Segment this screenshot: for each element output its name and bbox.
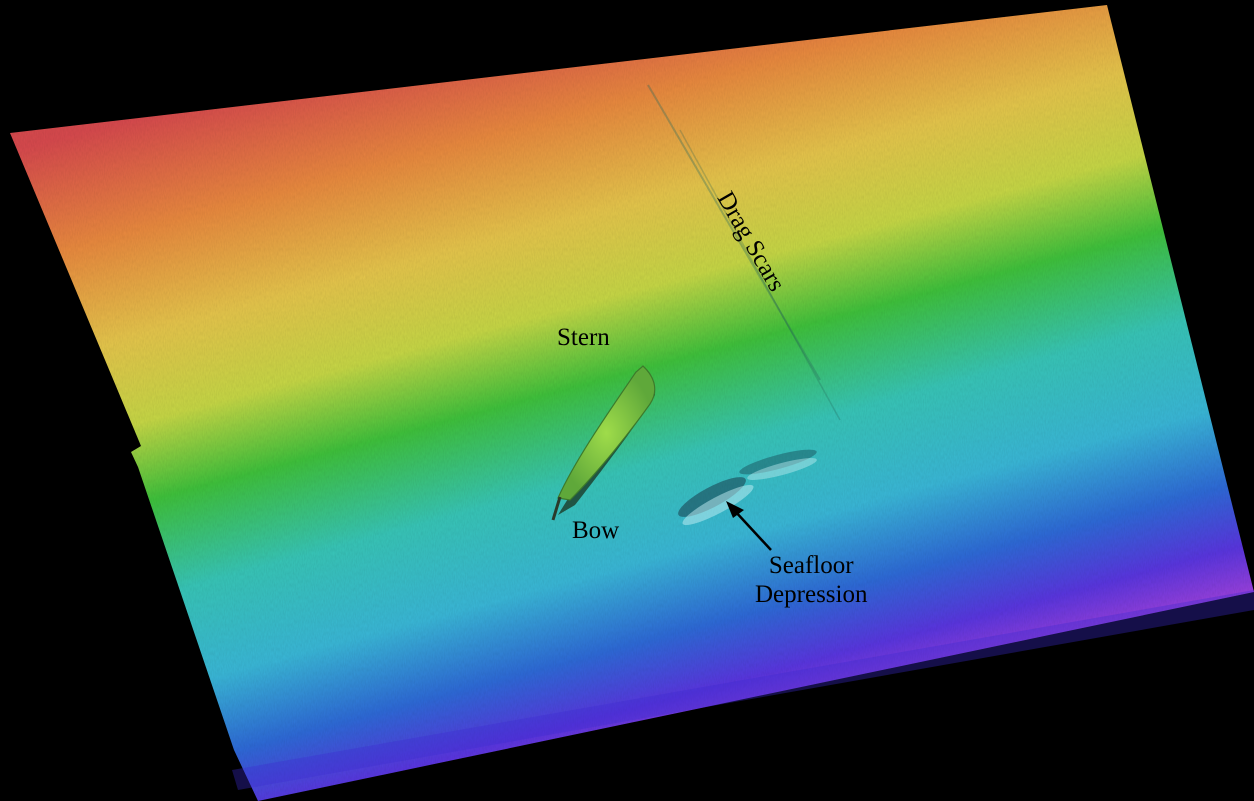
stern-label: Stern	[557, 324, 610, 351]
seafloor-depression-label: Seafloor Depression	[755, 552, 867, 610]
wreck-hull	[557, 365, 656, 501]
seafloor-label-line: Seafloor	[768, 552, 854, 579]
bow-label: Bow	[572, 517, 620, 544]
depression-arrow	[726, 501, 772, 551]
shipwreck	[551, 365, 656, 521]
depression-label-line: Depression	[755, 580, 868, 608]
seafloor-depression	[678, 449, 817, 526]
drag-scars	[647, 84, 841, 421]
